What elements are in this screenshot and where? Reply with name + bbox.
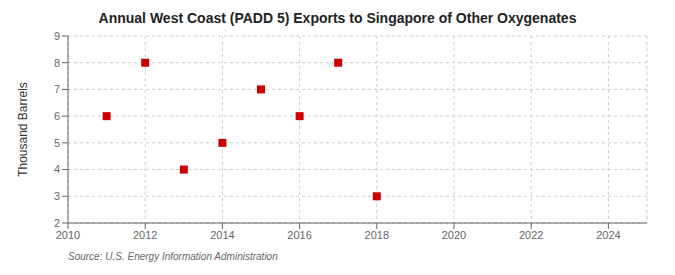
svg-text:2022: 2022 xyxy=(519,229,543,241)
svg-text:4: 4 xyxy=(54,163,60,175)
svg-text:2: 2 xyxy=(54,217,60,229)
html-text:Annual West Coast (PADD 5) Exp: Annual West Coast (PADD 5) Exports to Si… xyxy=(98,10,577,26)
svg-text:5: 5 xyxy=(54,137,60,149)
svg-text:2010: 2010 xyxy=(56,229,80,241)
svg-text:Thousand Barrels: Thousand Barrels xyxy=(16,82,30,177)
svg-text:6: 6 xyxy=(54,110,60,122)
svg-text:3: 3 xyxy=(54,190,60,202)
svg-text:2018: 2018 xyxy=(365,229,389,241)
svg-text:2012: 2012 xyxy=(133,229,157,241)
svg-text:8: 8 xyxy=(54,57,60,69)
svg-text:2014: 2014 xyxy=(210,229,234,241)
svg-text:9: 9 xyxy=(54,30,60,42)
svg-text:2020: 2020 xyxy=(442,229,466,241)
svg-text:2016: 2016 xyxy=(287,229,311,241)
html-text:Source: U.S. Energy Informatio: Source: U.S. Energy Information Administ… xyxy=(68,251,278,262)
svg-text:2024: 2024 xyxy=(596,229,620,241)
svg-text:7: 7 xyxy=(54,83,60,95)
